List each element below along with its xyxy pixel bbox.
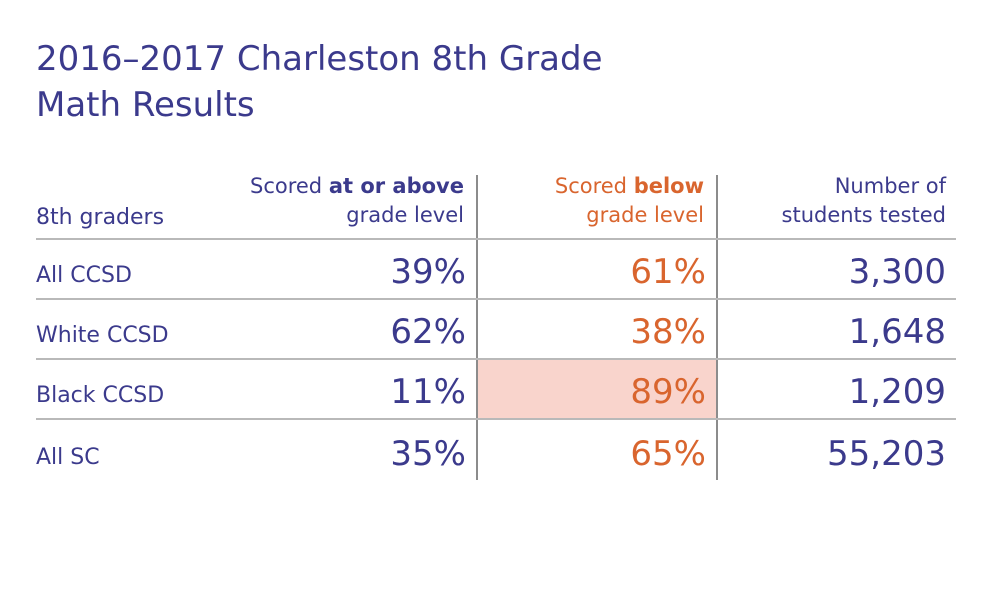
results-table: 8th graders Scored at or above grade lev… bbox=[36, 172, 956, 480]
cell-tested: 55,203 bbox=[716, 420, 956, 480]
cell-above: 35% bbox=[236, 420, 476, 480]
value-above: 62% bbox=[390, 312, 466, 352]
value-tested: 55,203 bbox=[827, 434, 946, 474]
value-group: White CCSD bbox=[36, 323, 169, 348]
header-above-bold: at or above bbox=[328, 174, 464, 198]
value-below: 61% bbox=[630, 252, 706, 292]
header-below-label: Scored below grade level bbox=[555, 172, 704, 230]
chart-title-line-2: Math Results bbox=[36, 85, 255, 125]
cell-group: White CCSD bbox=[36, 300, 236, 358]
header-above-pre: Scored bbox=[249, 174, 329, 198]
chart-title: 2016–2017 Charleston 8th Grade Math Resu… bbox=[36, 36, 603, 128]
header-tested-line-2: students tested bbox=[781, 203, 946, 227]
cell-above: 62% bbox=[236, 300, 476, 358]
value-below: 65% bbox=[630, 434, 706, 474]
header-cell-group: 8th graders bbox=[36, 175, 236, 238]
header-cell-above: Scored at or above grade level bbox=[236, 172, 476, 238]
cell-above: 39% bbox=[236, 240, 476, 298]
header-cell-tested: Number of students tested bbox=[716, 172, 956, 238]
cell-below: 65% bbox=[476, 420, 716, 480]
cell-below: 61% bbox=[476, 240, 716, 298]
cell-tested: 3,300 bbox=[716, 240, 956, 298]
table-row: All SC 35% 65% 55,203 bbox=[36, 420, 956, 480]
cell-group: All SC bbox=[36, 420, 236, 480]
value-tested: 1,209 bbox=[848, 372, 946, 412]
header-group-label: 8th graders bbox=[36, 205, 165, 230]
value-below: 89% bbox=[630, 372, 706, 412]
header-below-post: grade level bbox=[586, 203, 704, 227]
value-above: 11% bbox=[390, 372, 466, 412]
header-below-bold: below bbox=[633, 174, 704, 198]
value-group: Black CCSD bbox=[36, 383, 165, 408]
header-below-pre: Scored bbox=[554, 174, 634, 198]
cell-group: All CCSD bbox=[36, 240, 236, 298]
chart-title-line-1: 2016–2017 Charleston 8th Grade bbox=[36, 39, 603, 79]
header-tested-label: Number of students tested bbox=[782, 172, 946, 230]
header-above-post: grade level bbox=[346, 203, 464, 227]
cell-below: 89% bbox=[476, 360, 716, 418]
value-above: 35% bbox=[390, 434, 466, 474]
value-tested: 1,648 bbox=[848, 312, 946, 352]
value-below: 38% bbox=[630, 312, 706, 352]
value-tested: 3,300 bbox=[848, 252, 946, 292]
cell-tested: 1,209 bbox=[716, 360, 956, 418]
value-above: 39% bbox=[390, 252, 466, 292]
table-row: White CCSD 62% 38% 1,648 bbox=[36, 300, 956, 360]
header-above-label: Scored at or above grade level bbox=[250, 172, 464, 230]
cell-above: 11% bbox=[236, 360, 476, 418]
cell-tested: 1,648 bbox=[716, 300, 956, 358]
cell-below: 38% bbox=[476, 300, 716, 358]
cell-group: Black CCSD bbox=[36, 360, 236, 418]
value-group: All CCSD bbox=[36, 263, 132, 288]
table-header-row: 8th graders Scored at or above grade lev… bbox=[36, 172, 956, 240]
table-row: All CCSD 39% 61% 3,300 bbox=[36, 240, 956, 300]
header-cell-below: Scored below grade level bbox=[476, 172, 716, 238]
header-tested-line-1: Number of bbox=[834, 174, 946, 198]
value-group: All SC bbox=[36, 445, 100, 470]
table-row: Black CCSD 11% 89% 1,209 bbox=[36, 360, 956, 420]
